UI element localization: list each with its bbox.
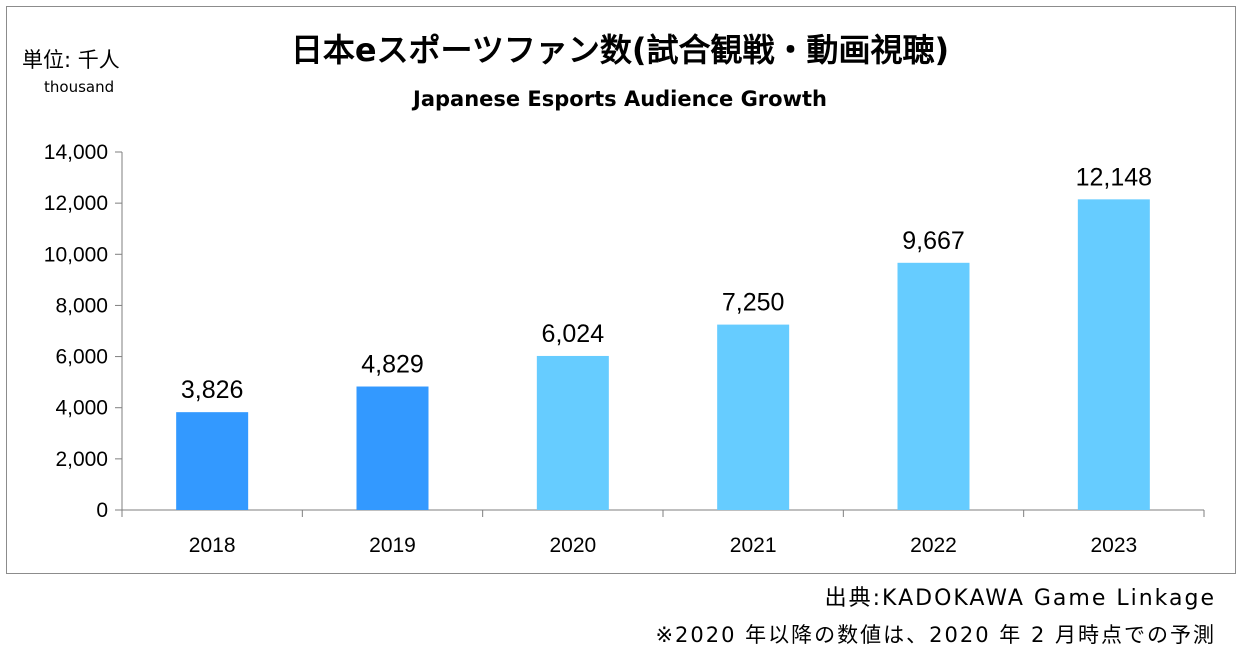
unit-sublabel: thousand — [44, 78, 115, 96]
x-axis: 2018 2019 2020 2021 2022 2023 — [121, 509, 1205, 557]
bar-2018 — [176, 412, 249, 510]
y-tick-label: 6,000 — [55, 346, 108, 369]
bar-2023 — [1077, 199, 1150, 511]
data-labels: 3,826 4,829 6,024 7,250 9,667 12,148 — [181, 163, 1152, 404]
data-label-2018: 3,826 — [181, 376, 244, 404]
unit-label: 単位: 千人 — [22, 48, 120, 72]
bar-2019 — [356, 386, 429, 510]
data-label-2022: 9,667 — [902, 227, 965, 255]
y-tick-label: 12,000 — [44, 192, 108, 215]
x-tick-label-2023: 2023 — [1090, 534, 1137, 557]
data-label-2020: 6,024 — [542, 320, 605, 348]
source-note: 出典:KADOKAWA Game Linkage — [824, 586, 1216, 611]
y-tick-label: 8,000 — [55, 294, 108, 317]
y-tick-label: 2,000 — [55, 448, 108, 471]
bar-2021 — [717, 324, 790, 510]
data-label-2021: 7,250 — [722, 289, 785, 317]
x-tick-label-2018: 2018 — [189, 534, 236, 557]
chart-subtitle: Japanese Esports Audience Growth — [413, 87, 827, 111]
bar-2022 — [897, 262, 970, 510]
bar-2020 — [536, 355, 609, 510]
bars — [176, 199, 1150, 511]
y-tick-label: 0 — [96, 499, 108, 522]
y-axis: 0 2,000 4,000 6,000 8,000 10,000 12,000 14,000 — [44, 141, 123, 522]
y-tick-label: 10,000 — [44, 243, 108, 266]
data-label-2019: 4,829 — [361, 351, 424, 379]
x-tick-label-2022: 2022 — [910, 534, 957, 557]
y-tick-label: 14,000 — [44, 141, 108, 164]
data-label-2023: 12,148 — [1076, 163, 1152, 191]
chart-title: 日本eスポーツファン数(試合観戦・動画視聴) — [290, 31, 950, 69]
x-tick-label-2021: 2021 — [730, 534, 777, 557]
forecast-note: ※2020 年以降の数値は、2020 年 2 月時点での予測 — [655, 623, 1216, 647]
x-tick-label-2020: 2020 — [549, 534, 596, 557]
x-tick-label-2019: 2019 — [369, 534, 416, 557]
y-tick-label: 4,000 — [55, 397, 108, 420]
